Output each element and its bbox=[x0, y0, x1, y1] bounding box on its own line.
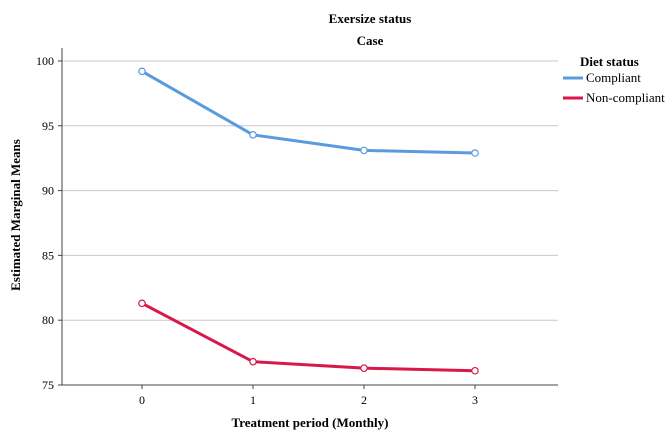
data-point bbox=[471, 149, 479, 157]
legend: Compliant Non-compliant bbox=[563, 70, 665, 105]
legend-label: Compliant bbox=[586, 70, 641, 85]
legend-label: Non-compliant bbox=[586, 90, 665, 105]
x-tick-label: 3 bbox=[472, 393, 478, 407]
data-point bbox=[249, 357, 257, 366]
data-point bbox=[138, 299, 146, 308]
y-axis-label: Estimated Marginal Means bbox=[8, 139, 23, 291]
data-point bbox=[249, 131, 257, 139]
x-tick-label: 1 bbox=[250, 393, 256, 407]
x-tick-label: 2 bbox=[361, 393, 367, 407]
series-layer bbox=[138, 67, 479, 375]
y-tick-label: 75 bbox=[42, 378, 54, 392]
y-tick-label: 80 bbox=[42, 313, 54, 327]
y-tick-label: 90 bbox=[42, 184, 54, 198]
y-tick-label: 85 bbox=[42, 248, 54, 262]
data-point bbox=[138, 67, 146, 76]
grid-layer bbox=[62, 60, 558, 321]
y-tick-label: 95 bbox=[42, 119, 54, 133]
data-point bbox=[360, 364, 368, 372]
data-point bbox=[471, 366, 479, 375]
series-line-0 bbox=[140, 69, 477, 155]
data-point bbox=[360, 146, 368, 155]
x-axis-label: Treatment period (Monthly) bbox=[232, 415, 389, 430]
x-tick-label: 0 bbox=[139, 393, 145, 407]
chart-subtitle: Case bbox=[357, 33, 384, 48]
legend-title: Diet status bbox=[580, 54, 639, 69]
chart-title: Exersize status bbox=[329, 11, 412, 26]
y-tick-label: 100 bbox=[36, 54, 54, 68]
axes-layer: 75 80 85 90 95 100 0 1 2 3 bbox=[36, 48, 558, 407]
series-line-1 bbox=[140, 301, 477, 373]
